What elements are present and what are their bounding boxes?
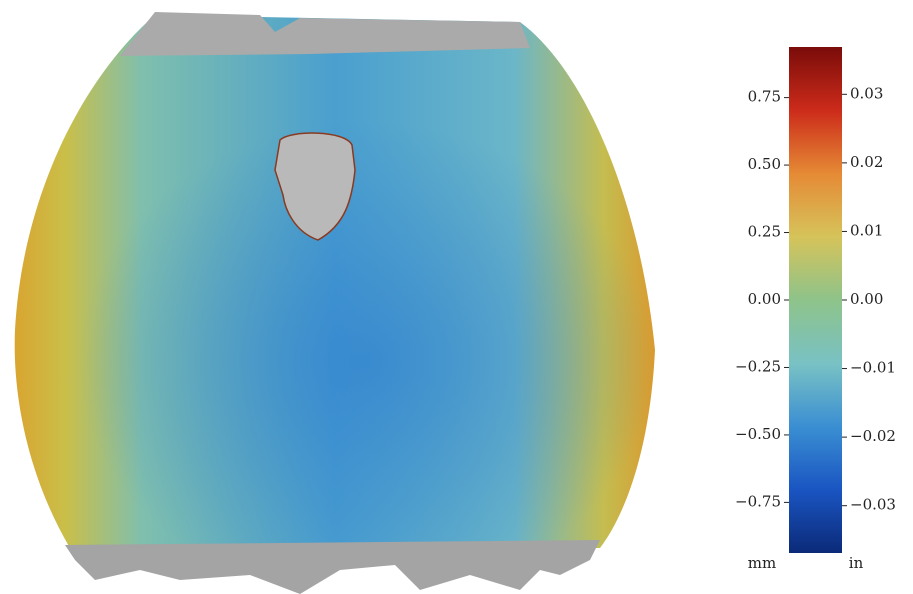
y-tick-label: −0.50 xyxy=(735,425,781,443)
top-rim xyxy=(120,12,530,56)
y2-tick-label: 0.02 xyxy=(850,153,883,171)
y-tick-label: 0.75 xyxy=(748,88,781,106)
scan-shading xyxy=(14,15,655,548)
y2-tick-label: −0.01 xyxy=(850,359,896,377)
y-axis-label: mm xyxy=(748,554,776,572)
y-tick-label: −0.25 xyxy=(735,357,781,375)
scan-object xyxy=(14,12,655,594)
y-tick-label: −0.75 xyxy=(735,492,781,510)
y2-axis-label: in xyxy=(849,554,864,572)
opening xyxy=(274,132,356,241)
colorbar xyxy=(789,47,842,553)
y2-tick-label: 0.01 xyxy=(850,221,883,239)
y2-tick-label: 0.00 xyxy=(850,290,883,308)
y2-tick-label: 0.03 xyxy=(850,84,883,102)
y-tick-label: 0.50 xyxy=(748,155,781,173)
y2-tick-label: −0.03 xyxy=(850,496,896,514)
y-tick-label: 0.25 xyxy=(748,223,781,241)
y-tick-label: 0.00 xyxy=(748,290,781,308)
bottom-rim xyxy=(65,540,600,594)
y2-tick-label: −0.02 xyxy=(850,427,896,445)
